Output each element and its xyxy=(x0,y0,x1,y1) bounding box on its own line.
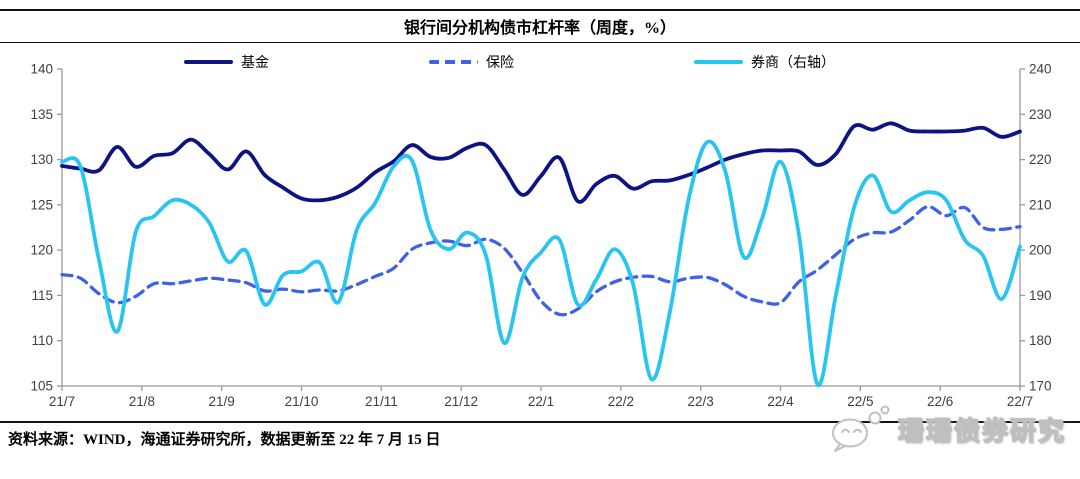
right-tick-label: 210 xyxy=(1029,197,1052,212)
left-tick-label: 110 xyxy=(31,333,53,348)
x-tick-label: 22/3 xyxy=(688,394,714,409)
x-tick-label: 21/7 xyxy=(49,394,75,409)
broker-line-swatch xyxy=(694,60,743,64)
top-divider xyxy=(0,9,1080,11)
x-tick-label: 22/6 xyxy=(927,394,953,409)
left-tick-label: 135 xyxy=(30,107,53,122)
watermark: 珊珊债券研究 xyxy=(828,404,1066,454)
legend-item-fund: 基金 xyxy=(184,55,269,71)
wechat-icon xyxy=(831,405,890,452)
x-tick-label: 22/4 xyxy=(767,394,794,409)
right-tick-label: 230 xyxy=(1029,107,1052,122)
x-tick-label: 21/12 xyxy=(444,394,478,409)
x-tick-label: 22/2 xyxy=(608,394,634,409)
left-tick-label: 115 xyxy=(31,288,53,303)
left-tick-label: 130 xyxy=(30,152,53,167)
source-note: 资料来源：WIND，海通证券研究所，数据更新至 22 年 7 月 15 日 xyxy=(8,432,441,448)
chart-title: 银行间分机构债市杠杆率（周度，%） xyxy=(403,20,676,37)
right-tick-label: 170 xyxy=(1029,379,1052,394)
x-tick-label: 22/1 xyxy=(528,394,554,409)
title-divider xyxy=(0,42,1080,43)
fund-line-swatch xyxy=(184,60,233,64)
broker-line xyxy=(60,139,1022,387)
x-tick-label: 21/9 xyxy=(209,394,235,409)
fund-line xyxy=(60,121,1022,204)
legend-item-broker: 券商（右轴） xyxy=(694,55,835,71)
right-tick-label: 220 xyxy=(1029,152,1052,167)
right-tick-label: 190 xyxy=(1029,288,1052,303)
insurance-line-swatch xyxy=(429,60,478,64)
left-tick-label: 105 xyxy=(30,379,53,394)
x-tick-label: 21/11 xyxy=(365,394,398,409)
bottom-divider xyxy=(0,421,1080,423)
right-tick-label: 180 xyxy=(1029,333,1052,348)
left-tick-label: 120 xyxy=(30,243,53,258)
right-tick-label: 240 xyxy=(1029,62,1052,77)
x-tick-label: 21/10 xyxy=(285,394,319,409)
x-tick-label: 21/8 xyxy=(129,394,155,409)
right-tick-label: 200 xyxy=(1029,243,1052,258)
left-tick-label: 125 xyxy=(30,197,53,212)
left-tick-label: 140 xyxy=(30,62,53,77)
legend-label-broker: 券商（右轴） xyxy=(751,56,835,71)
legend-label-insurance: 保险 xyxy=(486,56,514,71)
x-tick-label: 22/5 xyxy=(847,394,873,409)
x-tick-label: 22/7 xyxy=(1007,394,1033,409)
legend-item-insurance: 保险 xyxy=(429,55,514,71)
insurance-line xyxy=(60,205,1022,317)
legend-label-fund: 基金 xyxy=(241,56,269,71)
watermark-text: 珊珊债券研究 xyxy=(897,416,1066,446)
